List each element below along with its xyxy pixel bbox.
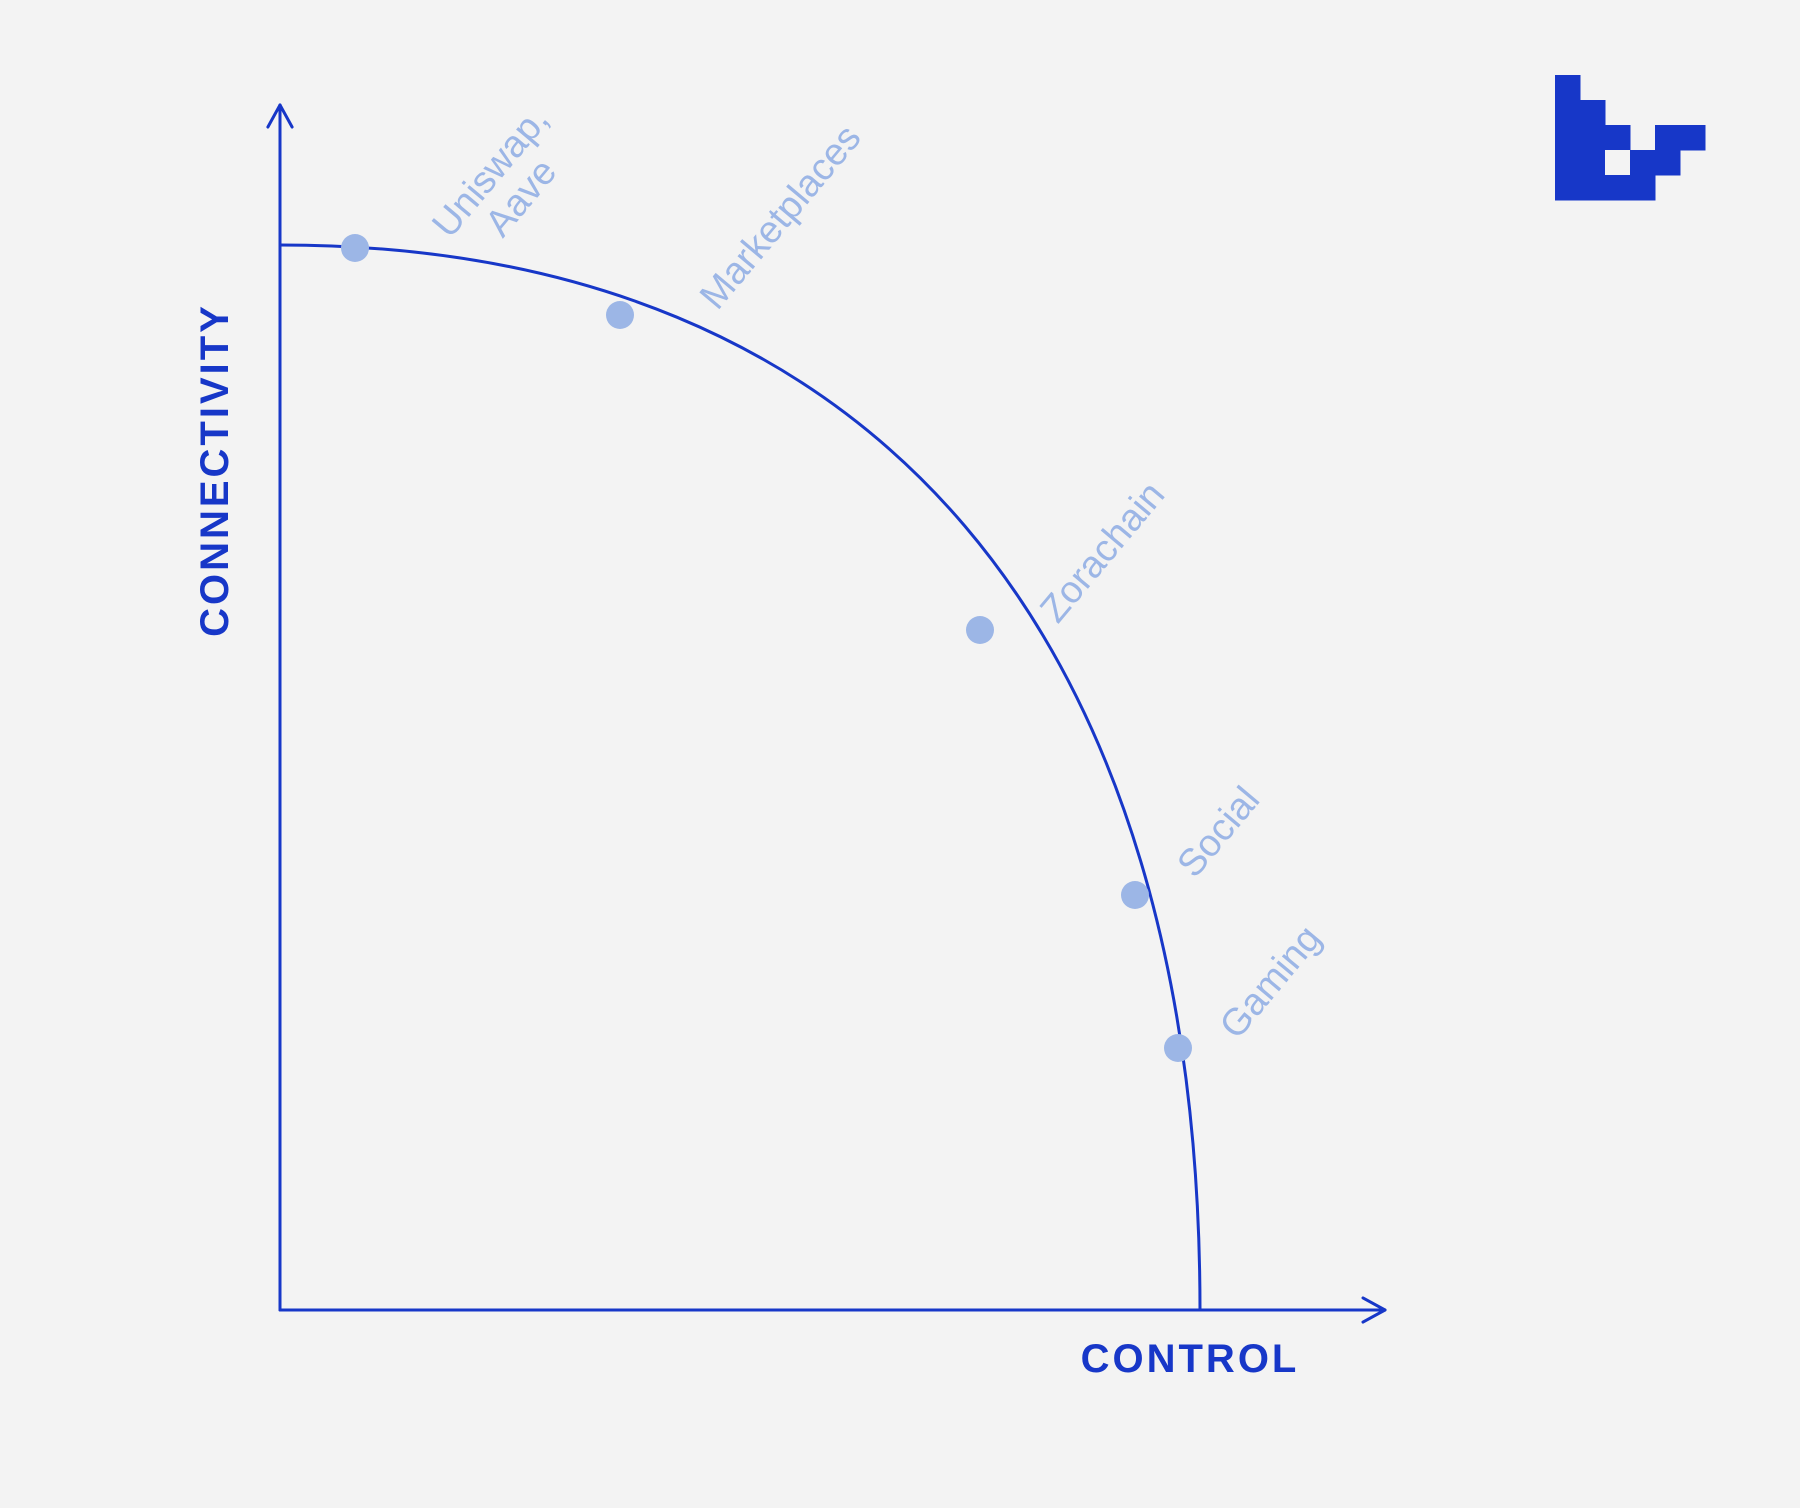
point-social [1121,881,1149,909]
brand-logo-pixel [1655,125,1681,151]
brand-logo-pixel [1680,125,1706,151]
brand-logo-pixel [1555,150,1581,176]
y-axis-label: CONNECTIVITY [193,303,237,637]
point-marketplaces [606,301,634,329]
brand-logo-pixel [1605,175,1631,201]
brand-logo-notch [1605,150,1630,175]
point-gaming [1164,1034,1192,1062]
brand-logo-pixel [1605,125,1631,151]
brand-logo-pixel [1555,125,1581,151]
brand-logo-pixel [1555,100,1581,126]
brand-logo-pixel [1555,175,1581,201]
connectivity-control-chart: CONTROLCONNECTIVITYUniswap,AaveMarketpla… [0,0,1800,1508]
point-uniswap-aave [341,234,369,262]
brand-logo-pixel [1580,125,1606,151]
chart-background [0,0,1800,1508]
brand-logo-pixel [1555,75,1581,101]
brand-logo-pixel [1580,175,1606,201]
point-zorachain [966,616,994,644]
brand-logo-pixel [1630,150,1656,176]
brand-logo-pixel [1580,100,1606,126]
brand-logo-pixel [1580,150,1606,176]
x-axis-label: CONTROL [1081,1337,1300,1381]
brand-logo-pixel [1630,175,1656,201]
brand-logo-pixel [1655,150,1681,176]
